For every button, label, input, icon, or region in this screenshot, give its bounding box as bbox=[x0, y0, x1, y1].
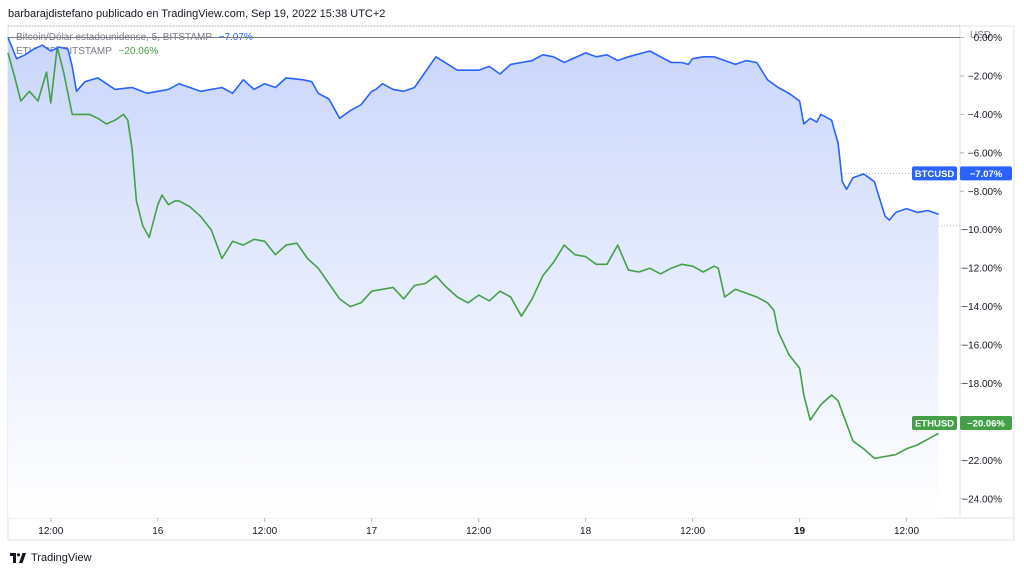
y-tick-label: −22.00% bbox=[962, 456, 1002, 467]
y-tick-label: −12.00% bbox=[962, 264, 1002, 275]
eth-series-line[interactable] bbox=[7, 46, 939, 460]
eth-name-tag-label: ETHUSD bbox=[915, 419, 954, 430]
legend-eth-change: −20.06% bbox=[118, 46, 159, 57]
y-tick-label: −8.00% bbox=[968, 187, 1002, 198]
footer-brand[interactable]: TradingView bbox=[10, 552, 92, 564]
x-tick-label: 12:00 bbox=[894, 526, 919, 537]
x-tick-label: 12:00 bbox=[252, 526, 277, 537]
y-tick-label: −24.00% bbox=[962, 494, 1002, 505]
x-tick-label: 12:00 bbox=[466, 526, 491, 537]
y-tick-label: −10.00% bbox=[962, 225, 1002, 236]
x-tick-label: 12:00 bbox=[38, 526, 63, 537]
y-tick-label: −6.00% bbox=[968, 148, 1002, 159]
x-tick-label: 18 bbox=[580, 526, 592, 537]
y-tick-label: −16.00% bbox=[962, 341, 1002, 352]
eth-name-tag bbox=[912, 416, 957, 431]
btc-area-fill bbox=[8, 37, 939, 518]
y-tick-label: 0.00% bbox=[974, 33, 1002, 44]
btc-value-tag bbox=[960, 166, 1012, 181]
btc-name-tag-label: BTCUSD bbox=[915, 169, 955, 180]
publisher-caption: barbarajdistefano publicado en TradingVi… bbox=[8, 8, 386, 20]
eth-value-tag bbox=[960, 416, 1012, 431]
x-tick-label: 17 bbox=[366, 526, 378, 537]
y-tick-label: −4.00% bbox=[968, 110, 1002, 121]
x-tick-label: 19 bbox=[794, 526, 806, 537]
y-tick-label: −14.00% bbox=[962, 302, 1002, 313]
footer-brand-label: TradingView bbox=[31, 552, 92, 564]
tradingview-logo-icon bbox=[10, 553, 26, 563]
btc-series-line[interactable] bbox=[7, 37, 939, 221]
btc-value-tag-label: −7.07% bbox=[970, 169, 1003, 180]
y-tick-label: −18.00% bbox=[962, 379, 1002, 390]
eth-value-tag-label: −20.06% bbox=[967, 419, 1005, 430]
x-tick-label: 12:00 bbox=[680, 526, 705, 537]
price-axis-unit: USD bbox=[970, 30, 991, 41]
btc-name-tag bbox=[912, 166, 957, 181]
y-tick-label: −2.00% bbox=[968, 71, 1002, 82]
x-tick-label: 16 bbox=[152, 526, 164, 537]
